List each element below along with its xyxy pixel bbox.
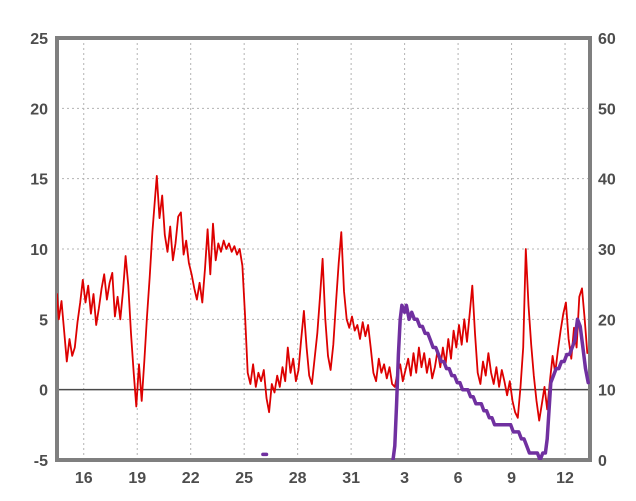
left-axis-tick-label: 0 — [39, 383, 48, 400]
x-axis-tick-label: 16 — [75, 470, 93, 487]
x-axis-tick-label: 19 — [128, 470, 146, 487]
x-axis-tick-label: 28 — [289, 470, 307, 487]
x-axis-tick-label: 6 — [454, 470, 463, 487]
x-axis-tick-label: 3 — [400, 470, 409, 487]
right-axis-tick-label: 60 — [598, 31, 616, 48]
right-axis-tick-label: 30 — [598, 242, 616, 259]
x-axis-tick-label: 25 — [235, 470, 253, 487]
series-line-snow — [391, 303, 590, 460]
left-axis-tick-label: -5 — [34, 453, 48, 470]
left-axis-tick-label: 15 — [30, 172, 48, 189]
right-axis-tick-label: 40 — [598, 172, 616, 189]
left-axis-tick-label: 10 — [30, 242, 48, 259]
right-axis-tick-label: 10 — [598, 383, 616, 400]
left-axis-tick-label: 5 — [39, 312, 48, 329]
left-axis-tick-label: 20 — [30, 101, 48, 118]
series-line-other — [57, 174, 589, 422]
x-axis-tick-label: 31 — [342, 470, 360, 487]
x-axis-tick-label: 22 — [182, 470, 200, 487]
x-axis-tick-label: 12 — [556, 470, 574, 487]
right-axis-tick-label: 0 — [598, 453, 607, 470]
right-axis-tick-label: 50 — [598, 101, 616, 118]
x-axis-tick-label: 9 — [507, 470, 516, 487]
plot-frame — [55, 36, 592, 462]
right-axis-tick-label: 20 — [598, 312, 616, 329]
left-axis-tick-label: 25 — [30, 31, 48, 48]
